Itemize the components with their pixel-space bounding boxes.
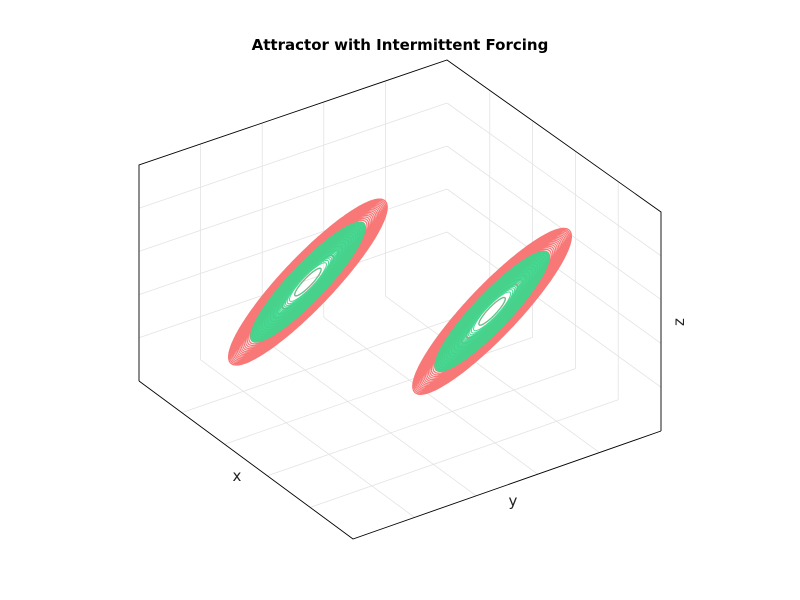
y-axis-label: y bbox=[509, 492, 518, 510]
series-2 bbox=[250, 221, 550, 372]
series-2-lobe-1 bbox=[250, 221, 366, 343]
grid-line bbox=[200, 359, 415, 518]
grid-line bbox=[310, 399, 619, 508]
grid-line bbox=[138, 188, 448, 295]
grid-line bbox=[261, 338, 477, 497]
grid-line bbox=[181, 305, 490, 413]
bounding-box bbox=[138, 59, 662, 540]
grid-lines bbox=[138, 81, 662, 518]
series-2-lobe-2 bbox=[434, 250, 550, 372]
grid-line bbox=[446, 231, 662, 388]
grid-line bbox=[267, 368, 576, 477]
grid-line bbox=[385, 295, 600, 453]
grid-line bbox=[224, 337, 533, 445]
box-floor-edge bbox=[138, 380, 662, 540]
series-layer bbox=[227, 198, 573, 395]
box-outer-edge bbox=[138, 59, 662, 431]
grid-line bbox=[138, 145, 448, 252]
chart-title: Attractor with Intermittent Forcing bbox=[251, 36, 549, 54]
grid-line bbox=[446, 102, 662, 257]
grid-line bbox=[446, 145, 662, 300]
grid-line bbox=[323, 317, 539, 475]
x-axis-label: x bbox=[233, 467, 242, 485]
grid-line bbox=[138, 102, 448, 209]
z-axis-label: z bbox=[670, 318, 688, 326]
